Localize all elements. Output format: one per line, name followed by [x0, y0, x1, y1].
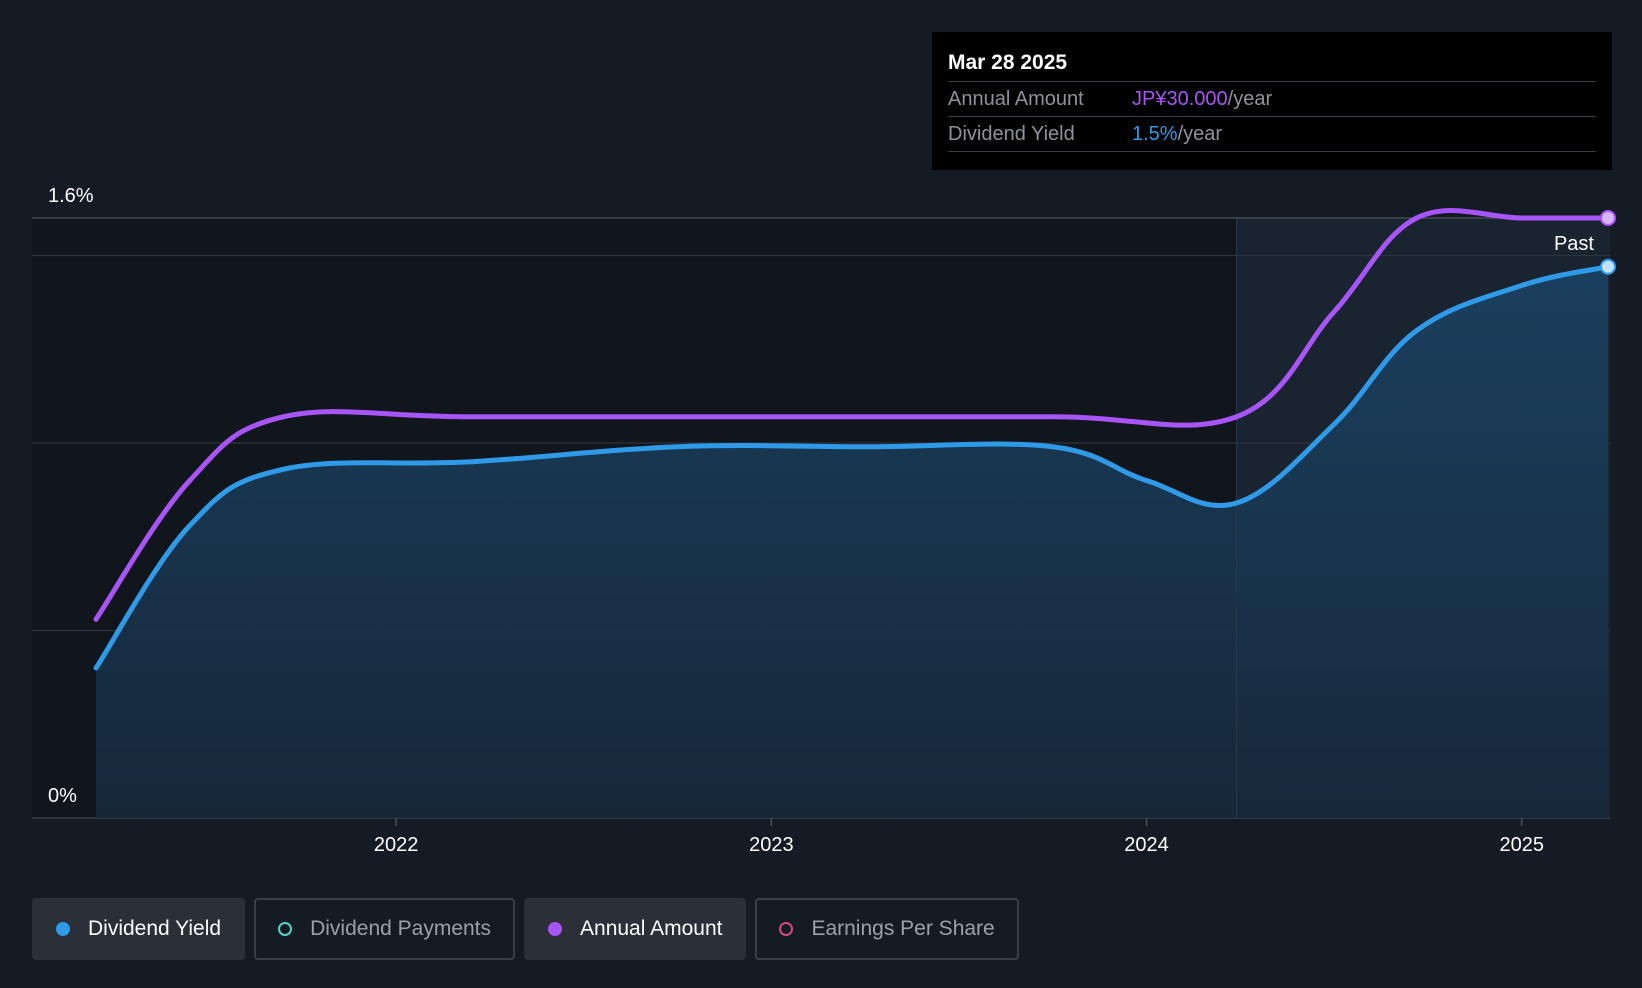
legend-label: Earnings Per Share — [811, 917, 995, 940]
legend-dot-icon — [779, 922, 794, 936]
tooltip-row-dividend-yield: Dividend Yield 1.5% /year — [948, 117, 1596, 152]
tooltip-date: Mar 28 2025 — [948, 32, 1596, 82]
legend-dot-icon — [548, 922, 563, 936]
legend-annual-amount[interactable]: Annual Amount — [524, 898, 747, 960]
x-tick-label: 2023 — [749, 834, 794, 856]
x-tick-label: 2022 — [374, 834, 419, 856]
tooltip-value: 1.5% — [1132, 123, 1178, 145]
legend-label: Dividend Yield — [88, 917, 222, 940]
legend-earnings-per-share[interactable]: Earnings Per Share — [755, 898, 1019, 960]
annual-amount-end-point[interactable] — [1600, 210, 1616, 226]
annual-amount-line — [93, 208, 1611, 622]
tooltip-label: Annual Amount — [948, 88, 1084, 110]
legend-label: Annual Amount — [580, 917, 723, 940]
legend-dot-icon — [56, 922, 70, 936]
y-tick-label-top: 1.6% — [48, 185, 94, 207]
chart-tooltip: Mar 28 2025 Annual Amount JP¥30.000 /yea… — [932, 32, 1612, 170]
legend-dot-icon — [278, 922, 293, 936]
legend-label: Dividend Payments — [310, 917, 492, 940]
tooltip-label: Dividend Yield — [948, 123, 1075, 145]
past-label: Past — [1554, 233, 1594, 255]
tooltip-row-annual-amount: Annual Amount JP¥30.000 /year — [948, 82, 1596, 117]
tooltip-value: JP¥30.000 — [1132, 88, 1228, 110]
legend-dividend-yield[interactable]: Dividend Yield — [32, 898, 246, 960]
x-tick-label: 2025 — [1499, 834, 1544, 856]
dividend-yield-end-point[interactable] — [1600, 258, 1616, 275]
tooltip-unit: /year — [1177, 123, 1223, 145]
tooltip-unit: /year — [1227, 88, 1273, 110]
dividend-yield-area — [96, 266, 1608, 818]
dividend-yield-line — [93, 264, 1611, 671]
legend-dividend-payments[interactable]: Dividend Payments — [254, 898, 516, 960]
x-tick-label: 2024 — [1124, 834, 1169, 856]
chart-legend: Dividend Yield Dividend Payments Annual … — [32, 898, 1019, 960]
y-tick-label-bottom: 0% — [48, 785, 77, 807]
